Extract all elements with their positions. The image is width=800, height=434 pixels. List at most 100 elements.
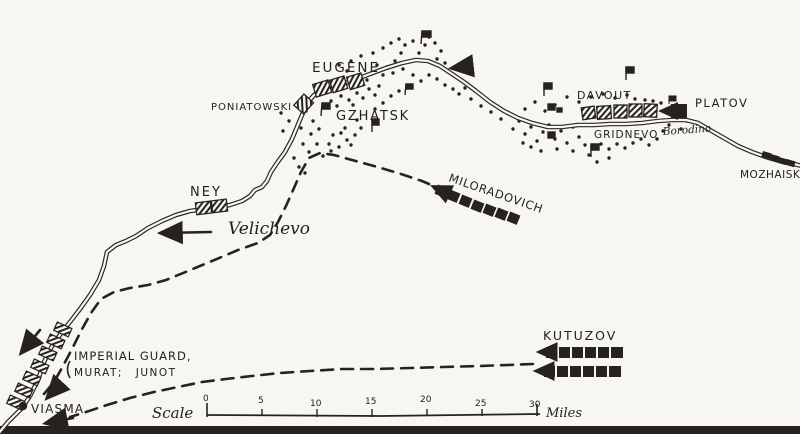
cossack-dot: [339, 131, 343, 135]
cossack-dot: [565, 141, 569, 145]
cossack-dot: [565, 95, 569, 99]
cossack-dot: [349, 59, 353, 63]
label-poniatowski: PONIATOWSKI: [211, 102, 292, 113]
scale-label: Scale: [152, 404, 193, 422]
cossack-dot: [469, 97, 473, 101]
cossack-dot: [327, 142, 331, 146]
page-edge-band: [0, 426, 800, 434]
cossack-dot: [601, 92, 605, 96]
cossack-dot: [347, 98, 351, 102]
cossack-dot: [613, 96, 617, 100]
cossack-dot: [435, 77, 439, 81]
cossack-dot: [529, 145, 533, 149]
cossack-dot: [523, 132, 527, 136]
murat-bracket: [66, 360, 71, 379]
route-kutuzov-dashed: [68, 362, 535, 419]
label-mozhaisk: MOZHAISK: [740, 169, 800, 181]
cossack-dot: [373, 107, 377, 111]
cossack-dot: [335, 104, 339, 108]
cossack-dot: [381, 101, 385, 105]
unit-markers-davout: [580, 103, 658, 121]
cossack-dot: [633, 97, 637, 101]
label-gridnevo: GRIDNEVO: [594, 129, 658, 141]
unit-markers-kutuzov: [532, 342, 623, 381]
cossack-dot: [555, 147, 559, 151]
cossack-dot: [451, 87, 455, 91]
cossack-dot: [511, 127, 515, 131]
cossack-dot: [523, 107, 527, 111]
scale-tick-20: 20: [420, 395, 432, 405]
cossack-dot: [529, 125, 533, 129]
cossack-dot: [433, 41, 437, 45]
cossack-dot: [443, 83, 447, 87]
arrow-ney-west: [156, 220, 213, 245]
unit-markers-miloradovich: [430, 184, 521, 225]
cossack-dot: [499, 117, 503, 121]
unit-markers-mozhaisk-column: [761, 151, 796, 168]
arrow-southwest-large: [18, 328, 45, 357]
cossack-dot: [307, 150, 311, 154]
scale-tick-10: 10: [310, 399, 322, 409]
cossack-dot: [411, 73, 415, 77]
cossack-dot: [371, 51, 375, 55]
cossack-dot: [659, 101, 663, 105]
scale-tick-0: 0: [203, 394, 209, 404]
label-gzhatsk: GZHATSK: [336, 109, 410, 124]
cossack-dot: [667, 123, 671, 127]
cossack-dot: [381, 73, 385, 77]
flag-icons: [320, 30, 635, 157]
scale-unit: Miles: [545, 406, 582, 421]
cossack-dot: [599, 142, 603, 146]
cossack-dot: [439, 49, 443, 53]
cossack-dot: [375, 63, 379, 67]
cossack-dot: [359, 126, 363, 130]
cossack-dot: [427, 73, 431, 77]
cossack-dot: [345, 138, 349, 142]
cossack-dot: [419, 79, 423, 83]
cossack-dot: [391, 71, 395, 75]
cossack-dot: [417, 51, 421, 55]
cossack-dot: [331, 133, 335, 137]
cossack-dot: [292, 156, 296, 160]
cossack-dot: [299, 126, 303, 130]
cossack-dot: [679, 127, 683, 131]
cossack-dot: [321, 154, 325, 158]
cossack-dot: [399, 51, 403, 55]
cossack-dot: [615, 142, 619, 146]
cossack-dot: [361, 96, 365, 100]
cossack-dots-davout: [469, 92, 689, 164]
cossack-dot: [355, 91, 359, 95]
label-murat-junot: MURAT; JUNOT: [74, 367, 177, 379]
label-borodino: Borodino: [661, 123, 711, 138]
cossack-dot: [577, 100, 581, 104]
scale-tick-5: 5: [258, 396, 264, 406]
cossack-dot: [559, 129, 563, 133]
cossack-dot: [521, 141, 525, 145]
route-miloradovich-dashed: [42, 151, 431, 396]
cossack-dot: [309, 132, 313, 136]
cossack-dot: [587, 153, 591, 157]
arrow-route-a-tail: [44, 373, 71, 401]
cossack-dot: [489, 110, 493, 114]
cossack-dot: [349, 143, 353, 147]
cossack-dot: [661, 129, 665, 133]
retreat-arrows: [18, 54, 475, 431]
cossack-dot: [389, 94, 393, 98]
label-velichevo: Velichevo: [228, 219, 310, 239]
cossack-dot: [397, 89, 401, 93]
cossack-dot: [393, 59, 397, 63]
cossack-dot: [367, 87, 371, 91]
cossack-dot: [639, 137, 643, 141]
cossack-dot: [303, 171, 307, 175]
cossack-dot: [365, 78, 369, 82]
cossack-dot: [589, 95, 593, 99]
cossack-dot: [343, 126, 347, 130]
scale-line: [206, 413, 541, 417]
unit-marker-platov: [658, 95, 687, 120]
label-miloradovich: MILORADOVICH: [447, 171, 545, 216]
cossack-dot: [337, 63, 341, 67]
cossack-dot: [583, 143, 587, 147]
cossack-dot: [359, 54, 363, 58]
cossack-dot: [435, 57, 439, 61]
